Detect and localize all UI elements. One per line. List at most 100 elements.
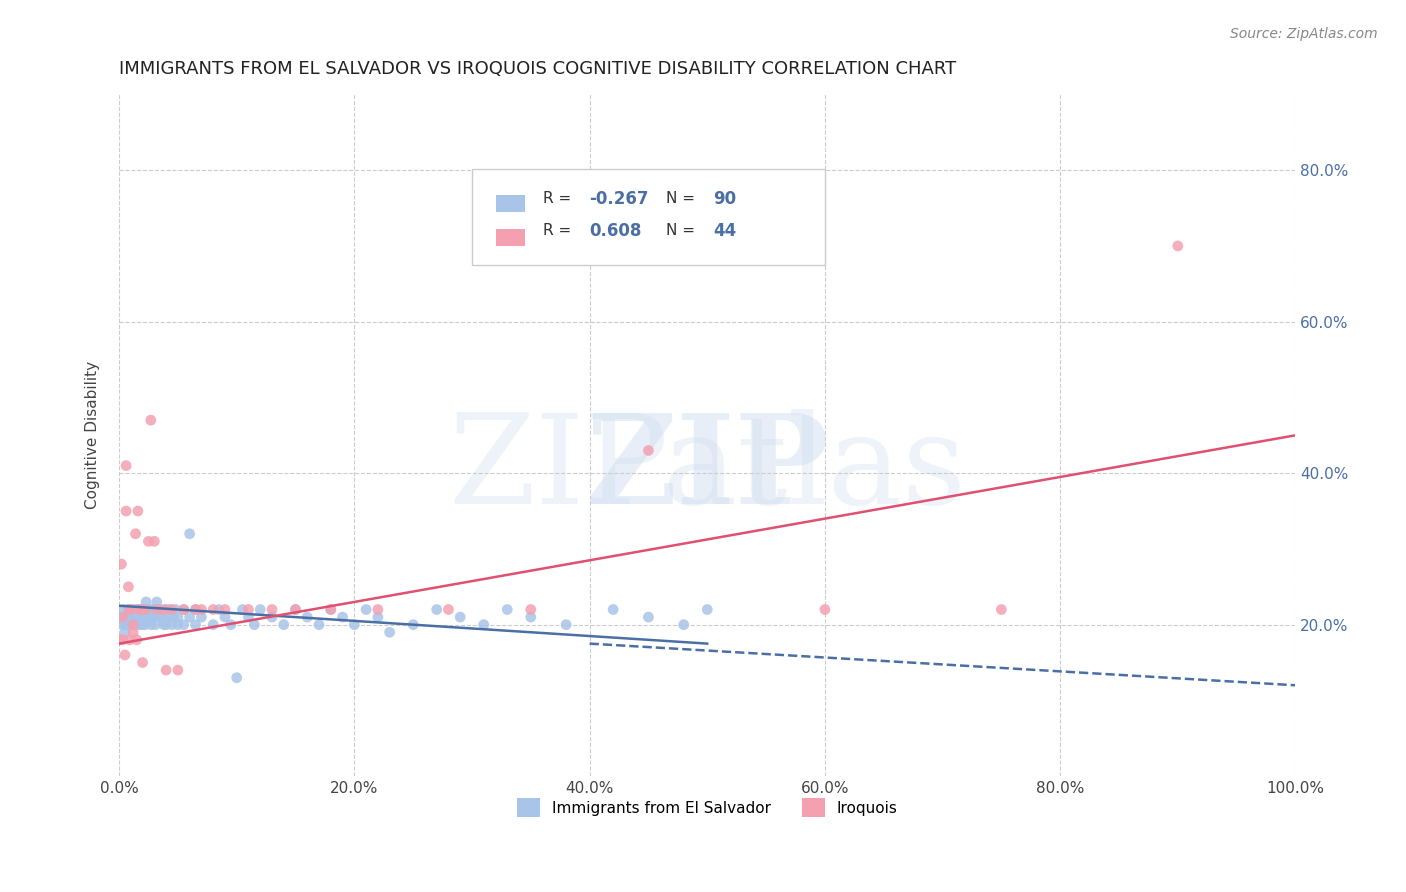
Point [146,602,169,616]
Point [308,617,330,632]
Point [249,602,271,616]
Point [139,413,162,427]
Point [117,602,139,616]
Point [129,602,152,616]
Point [117,617,139,632]
Point [131,617,153,632]
Point [143,610,166,624]
Point [496,602,519,616]
Point [152,602,174,616]
Point [114,648,136,662]
Text: N =: N = [666,223,700,238]
Legend: Immigrants from El Salvador, Iroquois: Immigrants from El Salvador, Iroquois [510,792,904,823]
Point [520,602,543,616]
Point [190,610,212,624]
Point [990,602,1012,616]
Point [696,602,718,616]
Point [297,610,319,624]
Point [260,610,283,624]
Point [152,610,174,624]
Point [179,526,201,541]
Point [111,632,134,647]
Point [127,504,149,518]
Point [225,671,247,685]
Point [124,526,146,541]
Point [149,610,172,624]
Point [238,602,260,616]
Point [138,602,160,616]
Point [114,625,136,640]
Point [520,610,543,624]
Text: 90: 90 [713,190,737,208]
Text: ZIPatlas: ZIPatlas [449,409,966,530]
Point [118,602,141,616]
Point [260,602,283,616]
Point [111,610,134,624]
Point [437,602,460,616]
Text: Source: ZipAtlas.com: Source: ZipAtlas.com [1230,27,1378,41]
Point [131,656,153,670]
Point [284,602,307,616]
Point [332,610,354,624]
Point [125,632,148,647]
Point [120,602,142,616]
Point [160,617,183,632]
Point [367,602,389,616]
Point [162,610,184,624]
Point [214,610,236,624]
Point [145,617,167,632]
Point [115,610,138,624]
Point [128,617,150,632]
Point [143,534,166,549]
Point [129,602,152,616]
Point [122,625,145,640]
Text: R =: R = [543,191,575,206]
Point [134,610,156,624]
FancyBboxPatch shape [495,229,524,246]
Point [378,625,401,640]
Point [232,602,254,616]
Point [141,602,163,616]
Point [110,632,132,647]
Point [238,610,260,624]
Point [117,602,139,616]
Point [173,602,195,616]
Point [167,663,190,677]
Point [127,602,149,616]
Point [165,602,187,616]
Point [157,610,180,624]
Point [131,610,153,624]
Point [155,602,177,616]
FancyBboxPatch shape [472,169,825,265]
Point [110,610,132,624]
Point [637,443,659,458]
Point [155,617,177,632]
Text: IMMIGRANTS FROM EL SALVADOR VS IROQUOIS COGNITIVE DISABILITY CORRELATION CHART: IMMIGRANTS FROM EL SALVADOR VS IROQUOIS … [120,60,956,78]
Point [138,534,160,549]
Y-axis label: Cognitive Disability: Cognitive Disability [86,361,100,509]
Point [125,602,148,616]
Point [159,602,181,616]
Point [111,610,134,624]
Point [145,595,167,609]
Point [814,602,837,616]
Point [173,617,195,632]
Point [167,610,190,624]
Point [184,602,207,616]
Point [148,602,170,616]
Point [672,617,695,632]
Point [141,610,163,624]
Point [118,610,141,624]
Point [118,632,141,647]
Point [155,663,177,677]
Point [124,617,146,632]
Point [190,602,212,616]
Point [167,617,190,632]
Point [124,610,146,624]
Point [139,617,162,632]
Point [208,602,231,616]
Point [202,602,225,616]
Point [134,602,156,616]
Point [173,602,195,616]
Point [117,580,139,594]
